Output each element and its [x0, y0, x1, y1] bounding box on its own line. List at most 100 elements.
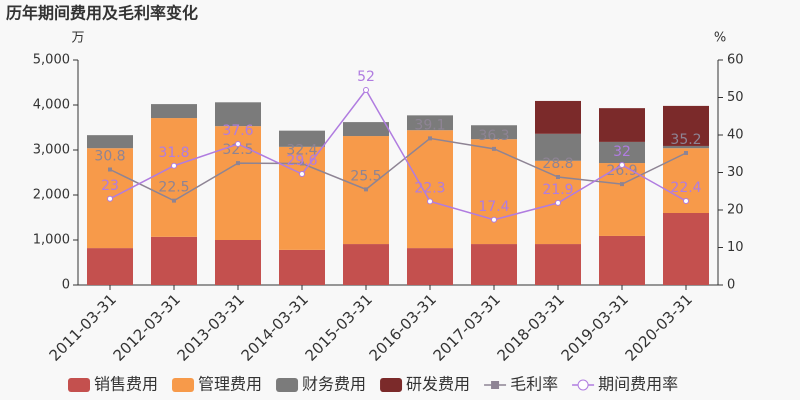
data-label: 28.8	[542, 156, 573, 172]
bar	[663, 145, 709, 149]
x-tick-label: 2011-03-31	[46, 290, 120, 364]
y-tick-label: 2,000	[33, 188, 70, 203]
line-marker	[299, 171, 305, 177]
line-marker	[491, 216, 497, 223]
x-tick-label: 2018-03-31	[494, 290, 568, 364]
line-marker	[108, 167, 112, 172]
line-marker	[236, 161, 240, 166]
legend-swatch	[68, 378, 90, 392]
line-marker	[619, 162, 625, 168]
data-label: 22.5	[158, 180, 189, 196]
data-label: 31.8	[158, 145, 189, 161]
line-marker	[364, 187, 368, 192]
y-tick-label: 1,000	[33, 233, 70, 248]
data-label: 37.6	[222, 123, 253, 139]
bar	[535, 133, 581, 161]
data-label: 29.6	[286, 153, 317, 169]
x-tick-label: 2017-03-31	[430, 290, 504, 364]
line-marker	[620, 182, 624, 187]
bar	[343, 244, 389, 285]
y2-tick-label: 60	[727, 53, 744, 68]
bar	[87, 248, 133, 285]
y2-tick-label: 10	[727, 240, 744, 255]
y-tick-label: 0	[62, 278, 70, 293]
y-tick-label: 5,000	[33, 53, 70, 68]
bar	[279, 249, 325, 285]
bar	[343, 122, 389, 137]
chart-title: 历年期间费用及毛利率变化	[6, 4, 198, 23]
data-label: 52	[357, 69, 375, 85]
legend-marker	[577, 379, 589, 391]
bar	[599, 141, 645, 164]
line-marker	[427, 198, 433, 205]
legend-label: 财务费用	[302, 375, 366, 394]
data-label: 35.2	[670, 132, 701, 148]
data-label: 22.3	[414, 180, 445, 196]
line-marker	[555, 199, 561, 206]
bar	[599, 108, 645, 142]
bar	[407, 248, 453, 285]
bar	[663, 213, 709, 285]
legend-label: 期间费用率	[598, 375, 678, 394]
data-label: 21.9	[542, 182, 573, 198]
legend-label: 销售费用	[94, 375, 158, 394]
x-tick-label: 2020-03-31	[622, 290, 696, 364]
bar	[599, 163, 645, 236]
x-tick-label: 2019-03-31	[558, 290, 632, 364]
bar	[599, 235, 645, 285]
line-marker	[492, 146, 496, 151]
bar	[407, 115, 453, 131]
bar	[535, 100, 581, 134]
data-label: 30.8	[94, 149, 125, 165]
x-tick-label: 2014-03-31	[238, 290, 312, 364]
legend-label: 管理费用	[198, 375, 262, 394]
line	[109, 88, 687, 221]
y2-tick-label: 30	[727, 165, 744, 180]
bar	[215, 240, 261, 285]
bar	[87, 135, 133, 149]
y2-tick-label: 50	[727, 90, 744, 105]
data-label: 39.1	[414, 117, 445, 133]
legend-swatch	[172, 378, 195, 392]
line-marker	[235, 141, 241, 147]
line-marker	[300, 161, 304, 166]
legend-marker	[491, 381, 500, 389]
legend-swatch	[380, 378, 403, 392]
line-marker	[107, 195, 113, 202]
line-marker	[172, 198, 176, 203]
bar	[471, 139, 517, 245]
line-marker	[556, 175, 560, 179]
data-label: 36.3	[478, 128, 509, 144]
bar	[471, 244, 517, 285]
line-marker	[428, 136, 432, 141]
bar	[279, 130, 325, 147]
x-tick-label: 2013-03-31	[174, 290, 248, 364]
bar	[151, 104, 197, 119]
y-tick-label: 4,000	[33, 98, 70, 113]
bar	[151, 118, 197, 237]
data-label: 22.4	[670, 180, 701, 196]
line-marker	[684, 151, 688, 155]
bar	[535, 244, 581, 285]
y2-axis-unit: %	[714, 31, 726, 46]
y-tick-label: 3,000	[33, 143, 70, 158]
data-label: 17.4	[478, 199, 509, 215]
x-tick-label: 2015-03-31	[302, 290, 376, 364]
data-label: 23	[101, 178, 119, 194]
legend-label: 毛利率	[510, 375, 558, 394]
data-label: 25.5	[350, 168, 381, 184]
x-tick-label: 2016-03-31	[366, 290, 440, 364]
y2-tick-label: 20	[727, 203, 744, 218]
line-marker	[683, 198, 689, 204]
data-label: 32	[613, 144, 631, 160]
y-axis-unit: 万	[71, 31, 84, 46]
y2-tick-label: 0	[727, 278, 735, 293]
bar	[663, 105, 709, 146]
data-label: 26.9	[606, 163, 637, 179]
data-label: 32.4	[286, 143, 317, 159]
bar	[471, 125, 517, 140]
line-marker	[363, 87, 369, 93]
legend-swatch	[276, 378, 299, 392]
x-tick-label: 2012-03-31	[110, 290, 184, 364]
